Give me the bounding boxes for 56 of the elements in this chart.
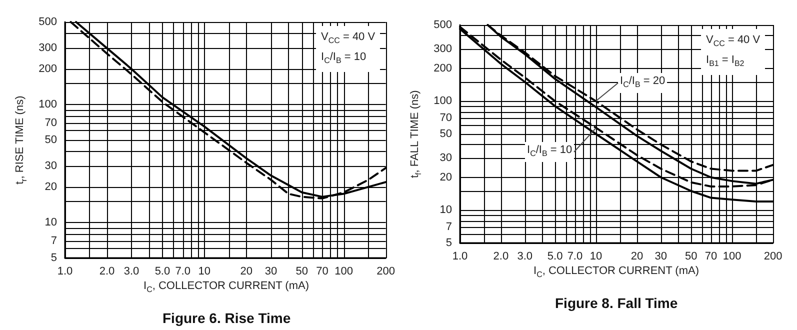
y-tick-label: 200	[434, 62, 452, 74]
y-tick-label: 300	[38, 42, 57, 54]
annotation: I$_{C}$/I$_{B}$ = 10	[321, 51, 366, 66]
text: Figure 8. Fall Time	[555, 295, 678, 311]
x-tick-label: 5.0	[154, 266, 170, 278]
x-tick-label: 70	[704, 250, 718, 262]
y-tick-label: 7	[50, 234, 57, 247]
x-tick-label: 7.0	[567, 250, 583, 262]
x-tick-label: 2.0	[99, 266, 115, 278]
x-tick-label: 10	[198, 266, 211, 278]
x-tick-label: 5.0	[547, 250, 563, 262]
x-tick-label: 30	[654, 250, 668, 262]
y-tick-label: 50	[44, 134, 57, 146]
x-tick-label: 200	[764, 250, 782, 262]
x-tick-label: 20	[240, 266, 253, 278]
y-tick-label: 30	[44, 160, 57, 172]
x-axis-title: I$_{C}$, COLLECTOR CURRENT (mA)	[144, 280, 310, 294]
annotation: I$_{C}$/I$_{B}$ = 20	[618, 73, 668, 94]
x-tick-label: 70	[316, 266, 328, 278]
x-tick-label: 50	[684, 250, 698, 262]
y-tick-label: 500	[38, 16, 57, 28]
x-axis-title: I$_{C}$, COLLECTOR CURRENT (mA)	[534, 265, 700, 280]
y-tick-label: 100	[434, 95, 452, 108]
x-tick-label: 100	[722, 250, 742, 262]
y-tick-label: 10	[44, 216, 57, 228]
y-tick-label: 5	[50, 252, 57, 264]
y-tick-label: 30	[440, 152, 452, 164]
y-tick-label: 100	[38, 98, 57, 110]
x-tick-label: 1.0	[452, 250, 468, 262]
annotation: V$_{CC}$ = 40 V	[706, 34, 760, 48]
x-tick-label: 3.0	[124, 266, 140, 278]
x-tick-label: 7.0	[175, 266, 190, 278]
y-tick-label: 5	[446, 237, 452, 249]
y-tick-label: 50	[440, 128, 452, 140]
x-tick-label: 50	[296, 266, 308, 278]
x-tick-label: 3.0	[517, 250, 533, 262]
y-tick-label: 300	[434, 43, 452, 56]
x-tick-label: 200	[376, 266, 396, 278]
y-tick-label: 10	[440, 204, 452, 216]
y-tick-label: 70	[44, 116, 57, 129]
y-tick-label: 70	[440, 112, 452, 124]
x-tick-label: 2.0	[493, 250, 509, 262]
y-tick-label: 20	[440, 171, 452, 184]
x-tick-label: 1.0	[57, 266, 73, 278]
x-tick-label: 30	[264, 266, 278, 278]
y-tick-label: 20	[44, 180, 57, 193]
annotation: I$_{C}$/I$_{B}$ = 10	[525, 142, 574, 162]
y-tick-label: 500	[434, 19, 452, 31]
x-tick-label: 100	[334, 266, 354, 278]
y-tick-label: 200	[38, 62, 57, 75]
annotation: I$_{B1}$ = I$_{B2}$	[706, 54, 744, 68]
x-tick-label: 20	[630, 250, 644, 262]
annotation: V$_{CC}$ = 40 V	[321, 31, 376, 46]
text: Figure 6. Rise Time	[162, 310, 291, 326]
y-tick-label: 7	[446, 221, 452, 234]
x-tick-label: 10	[590, 250, 602, 262]
